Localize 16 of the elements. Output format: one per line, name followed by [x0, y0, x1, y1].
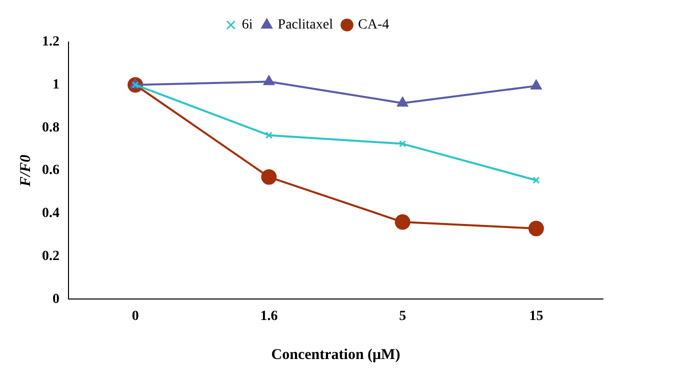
x-tick-label: 5: [399, 309, 406, 324]
y-tick-label: 0: [52, 292, 60, 307]
y-tick-label: 0.4: [42, 206, 60, 222]
x-axis-title: Concentration (μM): [271, 346, 400, 363]
y-tick-label: 0.2: [42, 248, 60, 264]
y-tick-label: 0.6: [42, 163, 60, 178]
legend-label: Paclitaxel: [278, 18, 334, 33]
y-tick-label: 1: [52, 77, 60, 92]
y-tick-label: 1.2: [42, 34, 60, 50]
x-tick-label: 1.6: [260, 309, 278, 324]
x-tick-label: 0: [132, 309, 139, 324]
x-tick-label: 15: [529, 309, 544, 324]
legend-label: 6i: [242, 18, 253, 33]
y-axis-title: F/F0: [18, 154, 34, 188]
legend-label: CA-4: [358, 18, 390, 33]
y-tick-label: 0.8: [42, 120, 60, 136]
